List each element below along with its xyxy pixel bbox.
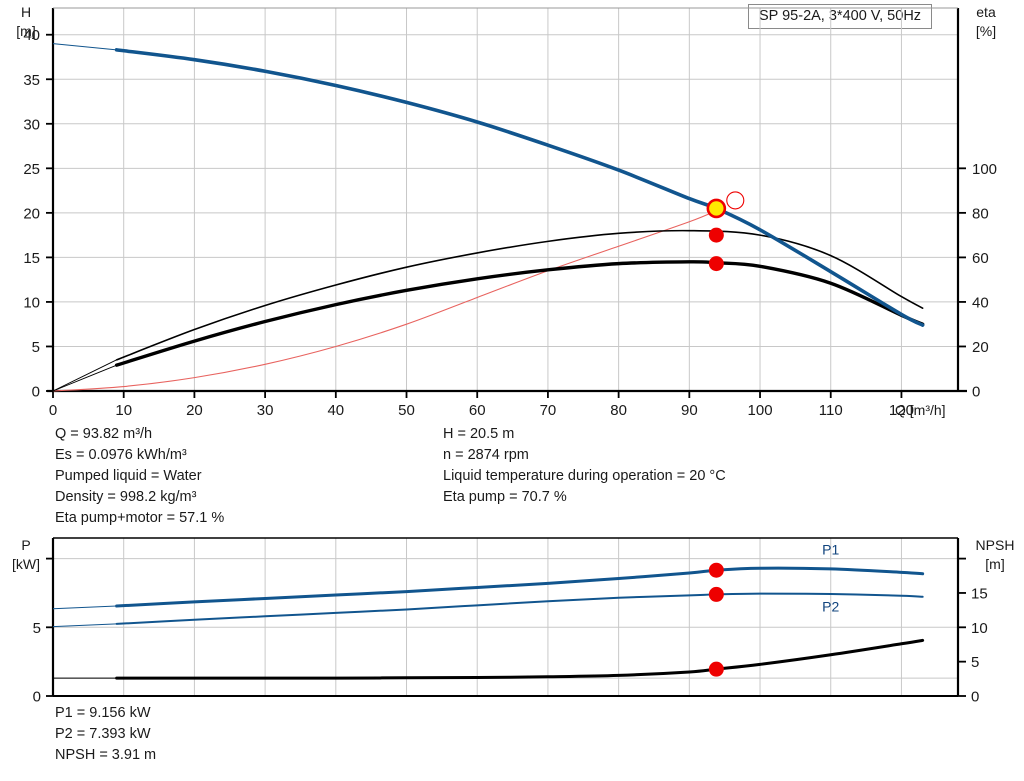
y-tick-label-right: 40 (972, 294, 989, 311)
y-tick-label-left: 5 (33, 620, 41, 637)
y-tick-label-right: 5 (971, 654, 979, 671)
duty-point-p1[interactable] (708, 562, 724, 578)
x-tick-label: 80 (610, 402, 627, 419)
duty-point-curve-low[interactable] (708, 256, 724, 272)
y-tick-label-left: 0 (32, 384, 40, 401)
info-line: Es = 0.0976 kWh/m³ (55, 447, 187, 463)
x-axis-title: Q [m³/h] (895, 402, 946, 418)
info-line: Density = 998.2 kg/m³ (55, 489, 197, 505)
info-line: Q = 93.82 m³/h (55, 426, 153, 442)
curve-eta (52, 205, 725, 392)
info-line: Pumped liquid = Water (55, 468, 202, 484)
info-line: Eta pump = 70.7 % (443, 489, 567, 505)
info-line: NPSH = 3.91 m (55, 747, 157, 763)
info-block-bottom: P1 = 9.156 kW P2 = 7.393 kW NPSH = 3.91 … (55, 703, 156, 766)
duty-point-npsh[interactable] (708, 661, 724, 677)
x-tick-label: 110 (819, 402, 843, 419)
info-line: n = 2874 rpm (443, 447, 529, 463)
x-tick-label: 50 (398, 402, 415, 419)
y-tick-label-left: 30 (23, 116, 40, 133)
curve-p2 (115, 592, 924, 625)
curve-p1-lead (52, 605, 117, 610)
x-tick-label: 60 (469, 402, 486, 419)
curve-label-p1: P1 (822, 541, 839, 557)
x-tick-label: 90 (681, 402, 698, 419)
curve-black-main (114, 260, 925, 367)
x-tick-label: 40 (327, 402, 344, 419)
curve-black-lead (52, 364, 117, 392)
curve-label-p2: P2 (822, 599, 839, 615)
y-tick-label-left: 0 (33, 689, 41, 706)
curve-black-main (115, 229, 924, 361)
y-tick-label-left: 5 (32, 339, 40, 356)
curve-head-lead (52, 43, 117, 51)
duty-point-p2[interactable] (708, 586, 724, 602)
info-block-left: Q = 93.82 m³/h Es = 0.0976 kWh/m³ Pumped… (55, 424, 224, 529)
y2-axis-title-unit: [%] (976, 23, 996, 39)
y-tick-label-left: 15 (23, 250, 40, 267)
y-tick-label-right: 60 (972, 250, 989, 267)
y-tick-label-right: 15 (971, 585, 988, 602)
x-tick-label: 30 (257, 402, 274, 419)
info-line: H = 20.5 m (443, 426, 515, 442)
duty-point-head[interactable] (706, 198, 727, 219)
y-tick-label-left: 25 (23, 161, 40, 178)
curve-npsh (115, 638, 925, 680)
power-npsh-chart: 0 5 0 5 10 15 P [kW] NPSH [m] P1 P2 (12, 537, 1015, 706)
y-axis-title-unit: [m] (16, 23, 35, 39)
head-efficiency-chart: 0 5 10 15 20 25 30 35 40 0 10 20 30 40 50 60 70 80 90 100 11… (16, 4, 997, 419)
curve-p2-lead (52, 623, 117, 628)
y-axis-title-name: H (21, 4, 31, 20)
info-line: P1 = 9.156 kW (55, 705, 151, 721)
info-line: Eta pump+motor = 57.1 % (55, 510, 225, 526)
curve-p1 (115, 566, 925, 608)
x-tick-label: 0 (49, 402, 57, 419)
y-tick-label-left: 35 (23, 72, 40, 89)
pump-model-label: SP 95-2A, 3*400 V, 50Hz (759, 8, 922, 24)
y-axis-title-name: P (21, 537, 30, 553)
y-tick-label-left: 20 (23, 205, 40, 222)
y-tick-label-left: 10 (23, 294, 40, 311)
y2-axis-title-name: NPSH (976, 537, 1015, 553)
duty-point-curve-mid[interactable] (708, 227, 724, 243)
x-tick-label: 100 (748, 402, 773, 419)
duty-point-eta-open (726, 191, 745, 210)
x-tick-label: 10 (115, 402, 132, 419)
y-tick-label-right: 0 (972, 384, 980, 401)
x-tick-label: 70 (540, 402, 557, 419)
curve-black-lead (52, 359, 117, 392)
y-tick-label-right: 0 (971, 689, 979, 706)
y-tick-label-right: 80 (972, 205, 989, 222)
y-tick-label-right: 100 (972, 161, 997, 178)
x-tick-label: 120 (889, 402, 914, 419)
info-block-right: H = 20.5 m n = 2874 rpm Liquid temperatu… (443, 424, 726, 508)
y-tick-label-left: 40 (23, 27, 40, 44)
x-tick-label: 20 (186, 402, 203, 419)
y2-axis-title-unit: [m] (985, 556, 1004, 572)
y-tick-label-right: 10 (971, 620, 988, 637)
info-line: Liquid temperature during operation = 20… (443, 468, 726, 484)
y-axis-title-unit: [kW] (12, 556, 40, 572)
info-line: P2 = 7.393 kW (55, 726, 151, 742)
y2-axis-title-name: eta (976, 4, 996, 20)
y-tick-label-right: 20 (972, 339, 989, 356)
curve-head (114, 48, 925, 327)
